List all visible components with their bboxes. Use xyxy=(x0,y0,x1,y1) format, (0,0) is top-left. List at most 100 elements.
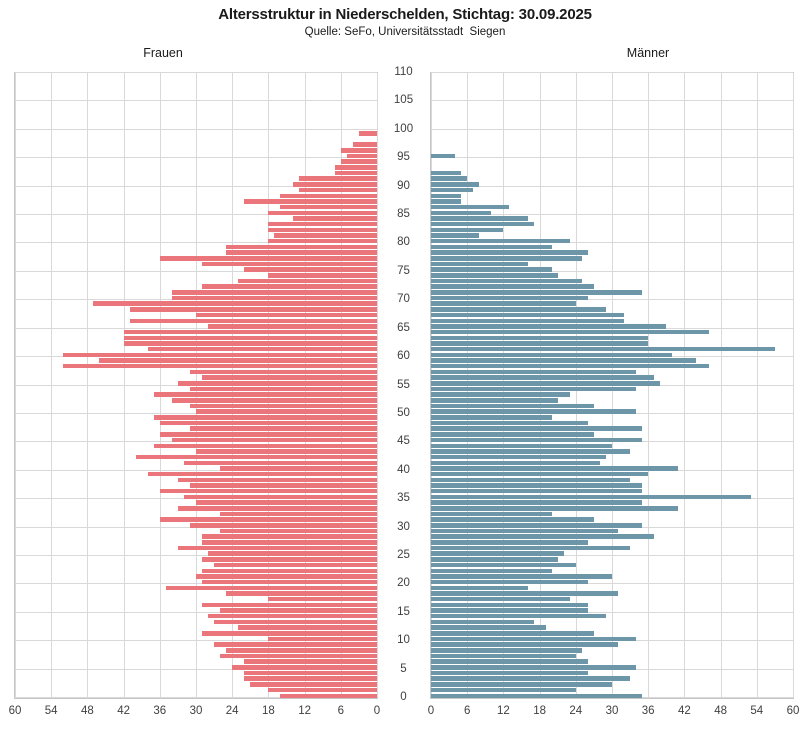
pyramid-bar-frauen-age-46 xyxy=(159,432,377,437)
pyramid-bar-männer-age-60 xyxy=(431,352,673,358)
pyramid-bar-frauen-age-41 xyxy=(183,460,377,466)
pyramid-bar-frauen-age-71 xyxy=(171,290,377,295)
pyramid-bar-männer-age-15 xyxy=(431,608,588,613)
pyramid-bar-frauen-age-51 xyxy=(189,403,377,409)
pyramid-bar-frauen-age-34 xyxy=(196,500,377,505)
pyramid-bar-männer-age-26 xyxy=(431,545,631,551)
x-tick-label: 36 xyxy=(153,705,167,717)
pyramid-bar-frauen-age-4 xyxy=(244,670,377,676)
pyramid-bar-frauen-age-8 xyxy=(226,648,377,653)
pyramid-bar-frauen-age-17 xyxy=(268,596,377,602)
x-tick-label: 12 xyxy=(496,705,510,717)
pyramid-bar-männer-age-17 xyxy=(431,596,570,602)
pyramid-bar-frauen-age-26 xyxy=(177,545,377,551)
pyramid-bar-frauen-age-49 xyxy=(153,415,377,420)
pyramid-bar-männer-age-33 xyxy=(431,506,679,511)
pyramid-bar-frauen-age-74 xyxy=(268,273,377,278)
pyramid-bar-männer-age-57 xyxy=(431,369,637,375)
pyramid-bar-frauen-age-47 xyxy=(189,426,377,431)
pyramid-bar-frauen-age-23 xyxy=(214,562,377,568)
pyramid-bar-frauen-age-45 xyxy=(171,437,377,443)
pyramid-bar-männer-age-40 xyxy=(431,466,679,471)
pyramid-bar-männer-age-78 xyxy=(431,250,588,255)
gridline xyxy=(431,185,793,187)
pyramid-bar-frauen-age-86 xyxy=(280,204,377,210)
pyramid-bar-frauen-age-61 xyxy=(147,346,377,352)
gridline xyxy=(232,73,234,698)
pyramid-bar-männer-age-59 xyxy=(431,358,697,363)
pyramid-bar-männer-age-38 xyxy=(431,477,631,483)
pyramid-bar-männer-age-74 xyxy=(431,273,558,278)
pyramid-bar-frauen-age-11 xyxy=(202,631,377,636)
x-tick-label: 6 xyxy=(337,705,344,717)
pyramid-bar-männer-age-13 xyxy=(431,619,534,625)
gridline xyxy=(431,214,793,216)
y-tick-label: 70 xyxy=(397,293,410,306)
pyramid-bar-männer-age-66 xyxy=(431,318,625,323)
gridline xyxy=(648,73,650,698)
gridline xyxy=(15,214,377,216)
pyramid-bar-frauen-age-87 xyxy=(244,199,377,204)
pyramid-bar-frauen-age-85 xyxy=(268,210,377,216)
pyramid-bar-männer-age-25 xyxy=(431,551,564,556)
panel-label-maenner: Männer xyxy=(626,46,670,60)
pyramid-bar-männer-age-36 xyxy=(431,488,643,494)
y-tick-label: 105 xyxy=(393,94,414,107)
gridline xyxy=(431,128,793,130)
pyramid-bar-männer-age-50 xyxy=(431,409,637,414)
pyramid-bar-männer-age-10 xyxy=(431,636,637,642)
pyramid-bar-frauen-age-94 xyxy=(340,159,377,164)
y-tick-label: 45 xyxy=(397,435,410,448)
pyramid-bar-frauen-age-83 xyxy=(268,221,377,227)
pyramid-bar-frauen-age-5 xyxy=(232,665,377,670)
pyramid-bar-frauen-age-99 xyxy=(358,131,377,136)
pyramid-bar-männer-age-53 xyxy=(431,392,570,397)
gridline xyxy=(756,73,758,698)
pyramid-bar-männer-age-47 xyxy=(431,426,643,431)
pyramid-bar-frauen-age-9 xyxy=(214,642,377,647)
y-tick-label: 110 xyxy=(394,66,413,78)
pyramid-bar-männer-age-4 xyxy=(431,670,588,676)
pyramid-bar-männer-age-51 xyxy=(431,403,594,409)
pyramid-bar-männer-age-81 xyxy=(431,233,480,238)
pyramid-bar-männer-age-29 xyxy=(431,528,619,534)
pyramid-bar-frauen-age-56 xyxy=(202,375,377,380)
y-tick-label: 25 xyxy=(397,548,410,561)
pyramid-bar-männer-age-75 xyxy=(431,267,552,272)
x-tick-label: 30 xyxy=(605,705,619,717)
pyramid-bar-frauen-age-27 xyxy=(202,540,377,545)
x-tick-label: 18 xyxy=(533,705,546,717)
pyramid-bar-frauen-age-14 xyxy=(208,613,377,619)
pyramid-bar-männer-age-91 xyxy=(431,176,468,181)
pyramid-bar-männer-age-90 xyxy=(431,182,480,187)
gridline xyxy=(15,157,377,159)
pyramid-bar-männer-age-28 xyxy=(431,534,655,539)
pyramid-bar-männer-age-48 xyxy=(431,420,588,426)
x-tick-label: 0 xyxy=(427,705,435,717)
pyramid-bar-frauen-age-67 xyxy=(196,312,377,318)
gridline xyxy=(431,583,793,585)
pyramid-bar-frauen-age-7 xyxy=(220,653,377,659)
pyramid-bar-männer-age-79 xyxy=(431,244,552,250)
pyramid-bar-männer-age-32 xyxy=(431,511,552,517)
x-tick-label: 48 xyxy=(80,705,94,717)
pyramid-bar-männer-age-35 xyxy=(431,494,751,500)
gridline xyxy=(720,73,722,698)
pyramid-bar-männer-age-80 xyxy=(431,238,570,244)
y-tick-label: 10 xyxy=(397,634,410,647)
pyramid-bar-männer-age-72 xyxy=(431,284,594,289)
pyramid-bar-frauen-age-50 xyxy=(196,409,377,414)
x-tick-label: 42 xyxy=(117,705,130,717)
x-tick-label: 54 xyxy=(750,705,764,717)
pyramid-bar-männer-age-34 xyxy=(431,500,643,505)
pyramid-bar-frauen-age-60 xyxy=(63,352,377,358)
pyramid-bar-frauen-age-0 xyxy=(280,693,377,698)
gridline xyxy=(15,270,377,272)
gridline xyxy=(467,73,469,698)
pyramid-bar-männer-age-14 xyxy=(431,613,606,619)
pyramid-bar-männer-age-5 xyxy=(431,665,637,670)
gridline xyxy=(15,668,377,670)
pyramid-bar-frauen-age-42 xyxy=(135,454,377,460)
pyramid-bar-männer-age-12 xyxy=(431,625,546,630)
pyramid-bar-frauen-age-48 xyxy=(159,420,377,426)
